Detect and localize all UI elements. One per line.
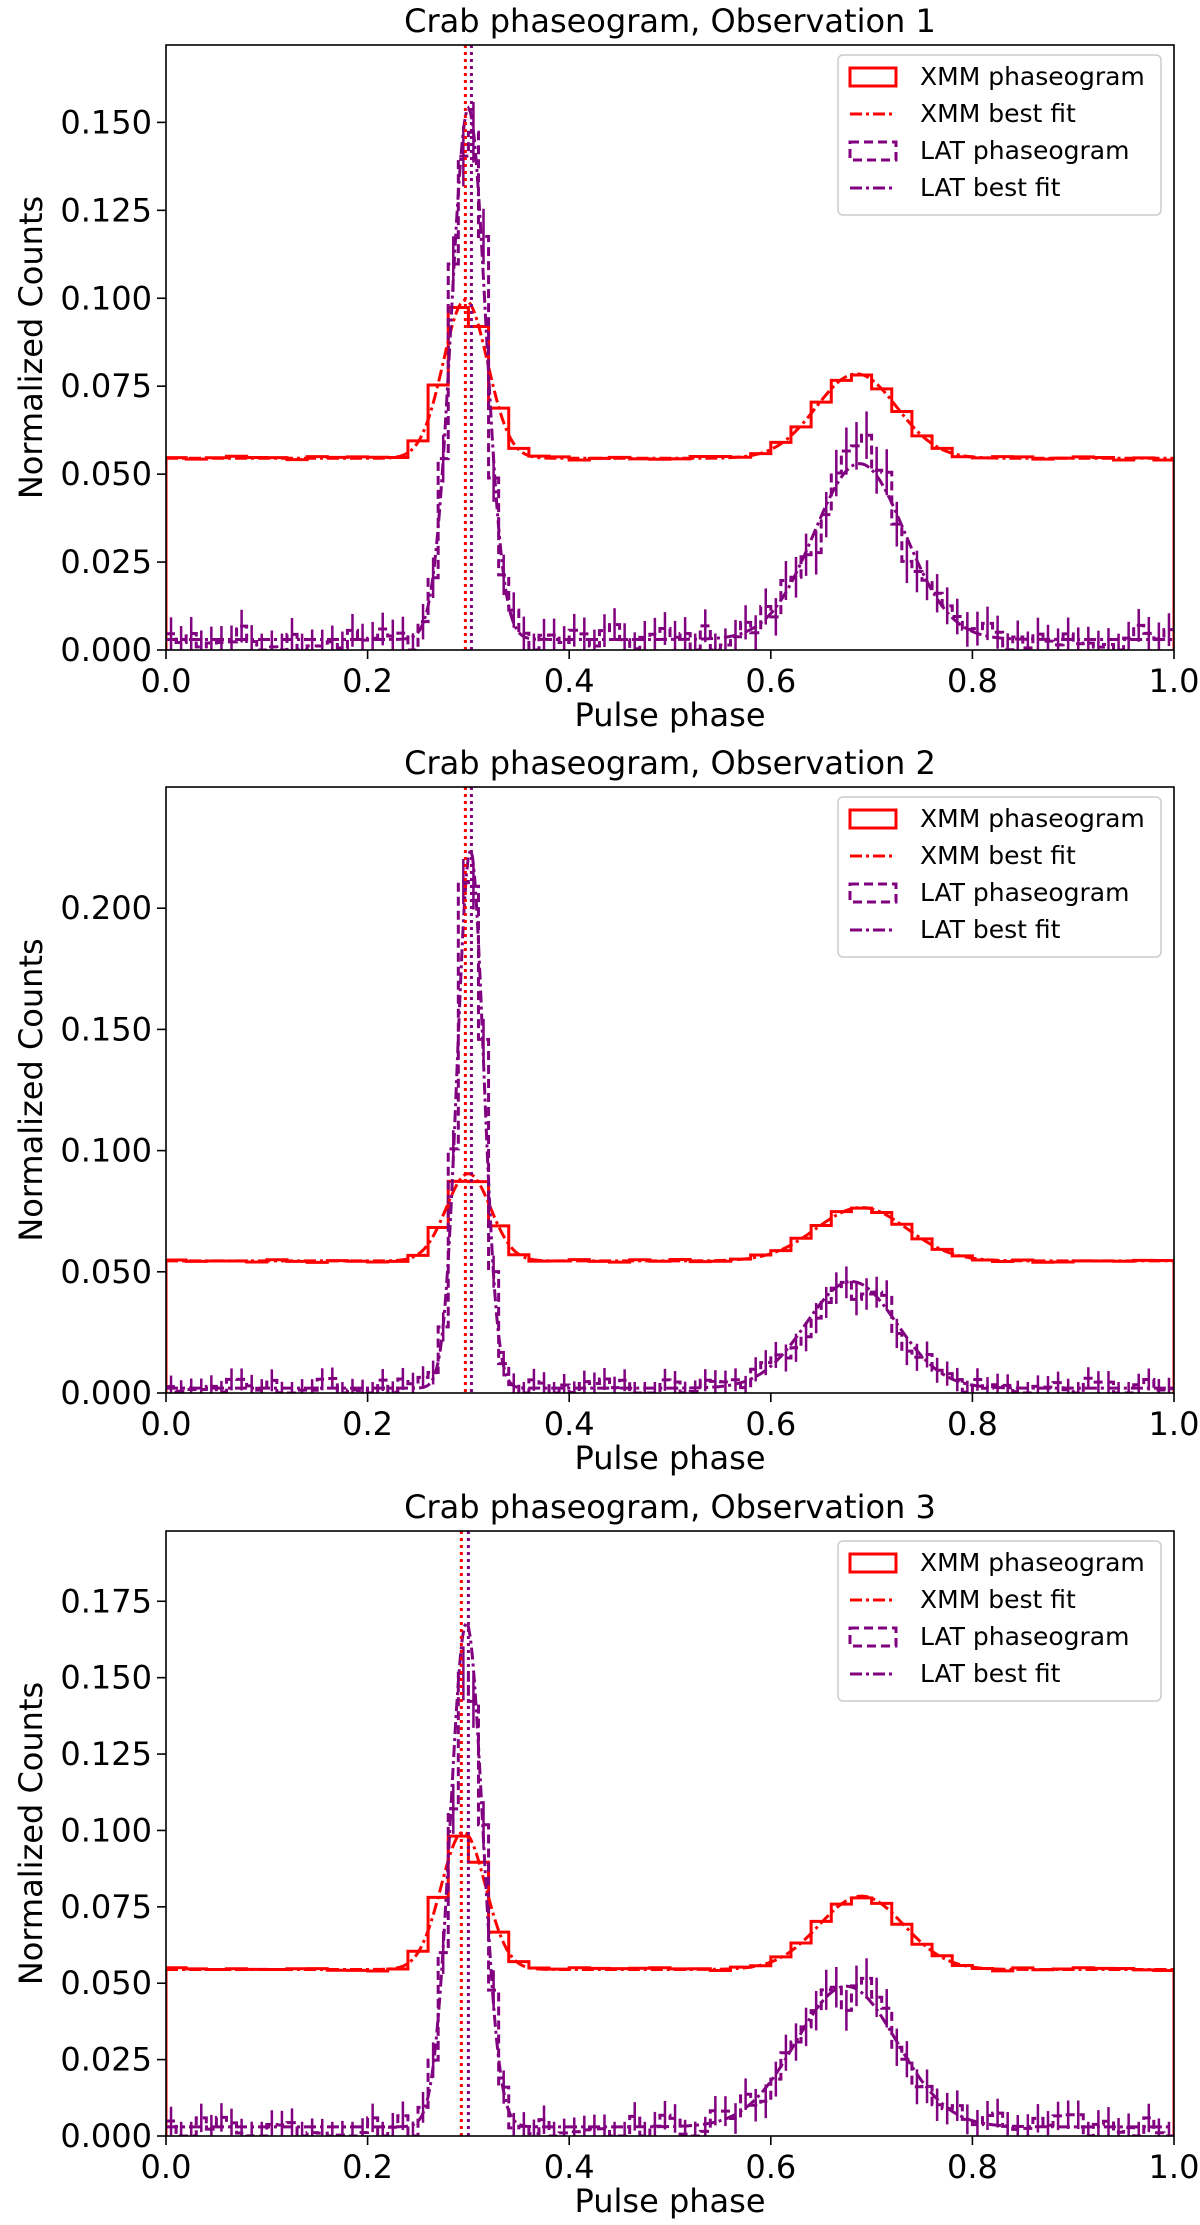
y-tick-label: 0.025 bbox=[60, 2041, 152, 2079]
y-tick-label: 0.125 bbox=[60, 1735, 152, 1773]
y-tick-label: 0.025 bbox=[60, 543, 152, 581]
y-tick-label: 0.100 bbox=[60, 279, 152, 317]
y-axis-label: Normalized Counts bbox=[12, 196, 50, 499]
y-tick-label: 0.075 bbox=[60, 1888, 152, 1926]
legend-swatch-xmm-phaseogram bbox=[848, 808, 898, 830]
y-tick-label: 0.200 bbox=[60, 889, 152, 927]
x-tick-label: 0.4 bbox=[544, 2148, 595, 2186]
legend-swatch-lat-phaseogram bbox=[848, 882, 898, 904]
panel-title: Crab phaseogram, Observation 1 bbox=[404, 2, 936, 40]
legend-label-lat-best-fit: LAT best fit bbox=[920, 915, 1061, 944]
panel-observation-2: Crab phaseogram, Observation 2 Pulse pha… bbox=[12, 744, 1199, 1477]
x-tick-label: 0.4 bbox=[544, 1405, 595, 1443]
legend-label-xmm-phaseogram: XMM phaseogram bbox=[920, 804, 1145, 833]
legend: XMM phaseogram XMM best fit LAT phaseogr… bbox=[837, 1540, 1162, 1702]
x-tick-label: 1.0 bbox=[1149, 662, 1200, 700]
legend-label-lat-best-fit: LAT best fit bbox=[920, 1659, 1061, 1688]
legend-label-lat-best-fit: LAT best fit bbox=[920, 173, 1061, 202]
lat-best-fit-line bbox=[166, 105, 1174, 641]
plot-layer bbox=[166, 787, 1174, 1393]
x-tick-label: 0.0 bbox=[141, 662, 192, 700]
legend-label-lat-phaseogram: LAT phaseogram bbox=[920, 136, 1129, 165]
plot-frame bbox=[165, 786, 1175, 1394]
y-tick-label: 0.100 bbox=[60, 1811, 152, 1849]
panel-observation-3: Crab phaseogram, Observation 3 Pulse pha… bbox=[12, 1488, 1199, 2220]
y-tick-label: 0.050 bbox=[60, 1253, 152, 1291]
lat-phaseogram-line bbox=[166, 130, 1174, 650]
x-tick-label: 0.4 bbox=[544, 662, 595, 700]
panel-observation-1: Crab phaseogram, Observation 1 Pulse pha… bbox=[12, 2, 1199, 734]
legend-label-xmm-best-fit: XMM best fit bbox=[920, 99, 1076, 128]
legend-frame bbox=[837, 1540, 1162, 1702]
legend-frame bbox=[837, 796, 1162, 958]
x-tick-label: 0.6 bbox=[745, 1405, 796, 1443]
x-tick-label: 0.2 bbox=[342, 1405, 393, 1443]
legend: XMM phaseogram XMM best fit LAT phaseogr… bbox=[837, 796, 1162, 958]
lat-best-fit-line bbox=[166, 845, 1174, 1390]
legend-label-lat-phaseogram: LAT phaseogram bbox=[920, 1622, 1129, 1651]
x-tick-label: 0.6 bbox=[745, 662, 796, 700]
legend-label-xmm-best-fit: XMM best fit bbox=[920, 841, 1076, 870]
x-tick-label: 0.6 bbox=[745, 2148, 796, 2186]
y-tick-label: 0.075 bbox=[60, 367, 152, 405]
x-axis-label: Pulse phase bbox=[575, 696, 766, 734]
tick-layer: 0.0 0.2 0.4 0.6 0.8 1.0 0.000 0.025 0.050 0.075 0.… bbox=[60, 103, 1199, 700]
x-tick-label: 1.0 bbox=[1149, 1405, 1200, 1443]
legend-label-lat-phaseogram: LAT phaseogram bbox=[920, 878, 1129, 907]
y-tick-label: 0.150 bbox=[60, 1010, 152, 1048]
x-axis-label: Pulse phase bbox=[575, 2182, 766, 2220]
legend-swatch-lat-phaseogram bbox=[848, 1626, 898, 1648]
x-tick-label: 0.0 bbox=[141, 2148, 192, 2186]
lat-phaseogram-line bbox=[166, 880, 1174, 1393]
legend-swatch-xmm-phaseogram bbox=[848, 66, 898, 88]
tick-layer: 0.0 0.2 0.4 0.6 0.8 1.0 0.000 0.050 0.100 0.150 0.… bbox=[60, 889, 1199, 1443]
panel-title: Crab phaseogram, Observation 2 bbox=[404, 744, 936, 782]
legend-label-xmm-phaseogram: XMM phaseogram bbox=[920, 62, 1145, 91]
y-tick-label: 0.125 bbox=[60, 191, 152, 229]
plot-layer bbox=[166, 45, 1174, 650]
x-tick-label: 0.8 bbox=[947, 2148, 998, 2186]
y-tick-label: 0.150 bbox=[60, 103, 152, 141]
y-tick-label: 0.175 bbox=[60, 1582, 152, 1620]
y-tick-label: 0.050 bbox=[60, 1964, 152, 2002]
y-axis-label: Normalized Counts bbox=[12, 938, 50, 1241]
xmm-best-fit-line bbox=[166, 298, 1174, 460]
y-tick-label: 0.100 bbox=[60, 1132, 152, 1170]
y-axis-label: Normalized Counts bbox=[12, 1682, 50, 1985]
y-tick-label: 0.150 bbox=[60, 1659, 152, 1697]
xmm-best-fit-line bbox=[166, 1830, 1174, 1971]
x-axis-label: Pulse phase bbox=[575, 1439, 766, 1477]
y-tick-label: 0.000 bbox=[60, 1374, 152, 1412]
x-tick-label: 1.0 bbox=[1149, 2148, 1200, 2186]
x-tick-label: 0.8 bbox=[947, 662, 998, 700]
y-tick-label: 0.000 bbox=[60, 631, 152, 669]
y-tick-label: 0.050 bbox=[60, 455, 152, 493]
legend-label-xmm-best-fit: XMM best fit bbox=[920, 1585, 1076, 1614]
legend-frame bbox=[837, 54, 1162, 216]
tick-layer: 0.0 0.2 0.4 0.6 0.8 1.0 0.000 0.025 0.050 0.075 0.… bbox=[60, 1582, 1199, 2186]
xmm-best-fit-line bbox=[166, 1172, 1174, 1263]
plot-frame bbox=[165, 44, 1175, 651]
legend-label-xmm-phaseogram: XMM phaseogram bbox=[920, 1548, 1145, 1577]
plot-frame bbox=[165, 1530, 1175, 2137]
lat-best-fit-line bbox=[166, 1619, 1174, 2129]
x-tick-label: 0.2 bbox=[342, 662, 393, 700]
legend-swatch-lat-phaseogram bbox=[848, 140, 898, 162]
panel-title: Crab phaseogram, Observation 3 bbox=[404, 1488, 936, 1526]
legend: XMM phaseogram XMM best fit LAT phaseogr… bbox=[837, 54, 1162, 216]
x-tick-label: 0.0 bbox=[141, 1405, 192, 1443]
legend-swatch-xmm-phaseogram bbox=[848, 1552, 898, 1574]
y-tick-label: 0.000 bbox=[60, 2117, 152, 2155]
x-tick-label: 0.2 bbox=[342, 2148, 393, 2186]
x-tick-label: 0.8 bbox=[947, 1405, 998, 1443]
